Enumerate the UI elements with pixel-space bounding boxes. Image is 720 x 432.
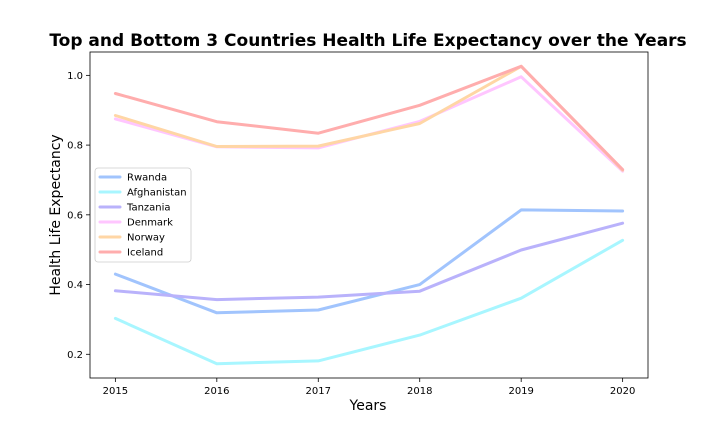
y-tick-label: 0.4 [67, 280, 83, 291]
y-axis-label: Health Life Expectancy [48, 134, 64, 295]
series-line-afghanistan [113, 238, 625, 366]
y-tick-label: 0.6 [67, 210, 83, 221]
series-line-tanzania [113, 221, 625, 302]
series-line-rwanda [113, 208, 625, 315]
legend-label: Afghanistan [127, 188, 187, 199]
y-axis: 0.2 0.4 0.6 0.8 1.0 [67, 71, 90, 361]
x-tick-label: 2018 [407, 386, 432, 397]
legend-label: Tanzania [126, 203, 171, 214]
x-tick-label: 2017 [306, 386, 331, 397]
legend-label: Iceland [127, 248, 163, 259]
x-tick-label: 2015 [103, 386, 128, 397]
x-tick-label: 2019 [508, 386, 533, 397]
x-axis-label: Years [349, 398, 387, 414]
x-axis: 2015 2016 2017 2018 2019 2020 [103, 378, 635, 397]
series-lines [113, 64, 625, 366]
y-tick-label: 1.0 [67, 71, 83, 82]
x-tick-label: 2016 [204, 386, 229, 397]
y-tick-label: 0.8 [67, 141, 83, 152]
legend-label: Rwanda [127, 173, 167, 184]
legend-label: Denmark [127, 218, 173, 229]
x-tick-label: 2020 [610, 386, 635, 397]
legend: Rwanda Afghanistan Tanzania Denmark Norway Ic… [94, 167, 192, 263]
series-line-iceland [113, 64, 625, 171]
chart-title: Top and Bottom 3 Countries Health Life E… [49, 31, 686, 51]
y-tick-label: 0.2 [67, 350, 83, 361]
legend-label: Norway [127, 233, 165, 244]
